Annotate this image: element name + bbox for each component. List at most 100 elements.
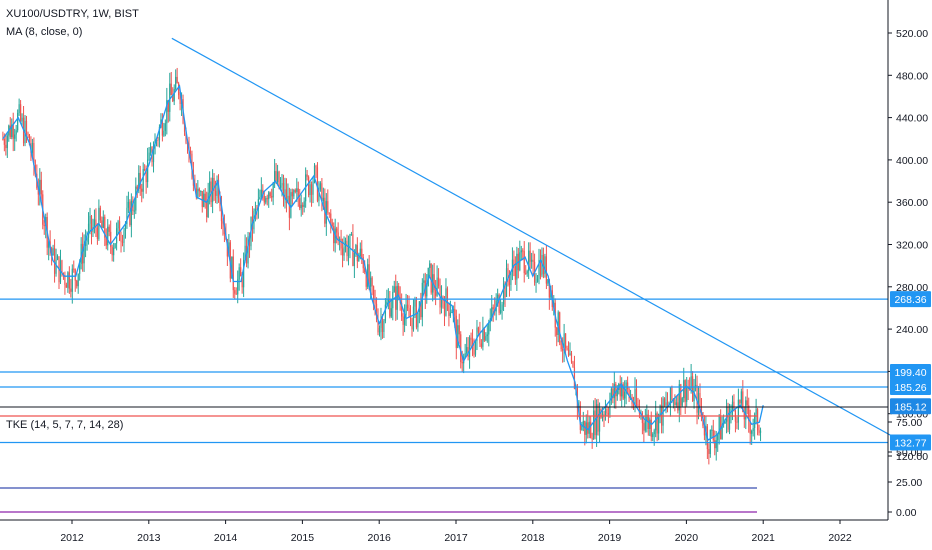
candle-body	[355, 245, 357, 253]
candle-body	[582, 420, 584, 426]
candle-body	[641, 412, 643, 424]
time-tick-label: 2014	[214, 532, 238, 544]
candle-body	[28, 135, 31, 145]
candle-body	[643, 423, 645, 431]
candle-body	[405, 304, 407, 315]
candle-body	[412, 306, 415, 330]
candle-body	[359, 248, 361, 257]
candle-body	[587, 422, 589, 434]
candle-body	[414, 299, 416, 307]
candle-body	[18, 104, 20, 113]
candle-body	[222, 221, 224, 224]
candle-body	[733, 401, 735, 411]
time-tick-label: 2013	[137, 532, 161, 544]
candle-body	[268, 192, 270, 200]
tke-tick-label: 0.00	[896, 507, 917, 519]
candle-body	[102, 216, 104, 228]
candle-body	[178, 83, 180, 96]
candle-body	[742, 391, 744, 412]
candle-body	[711, 429, 713, 431]
candle-body	[402, 316, 404, 325]
candle-body	[20, 104, 22, 122]
candle-body	[328, 212, 330, 214]
time-axis[interactable]: 2012 2013 2014 2015 2016 2017 2018 2019 2020 2021…	[60, 520, 852, 544]
candle-body	[567, 349, 570, 356]
candle-body	[718, 416, 720, 435]
candle-body	[510, 272, 512, 285]
candle-body	[477, 327, 480, 333]
candle-body	[686, 387, 688, 402]
candle-body	[727, 407, 729, 430]
candle-body	[356, 245, 358, 262]
candle-body	[681, 398, 683, 406]
candle-body	[680, 384, 682, 406]
candle-body	[461, 361, 463, 364]
time-tick-label: 2017	[444, 532, 468, 544]
candle-body	[269, 192, 271, 197]
candle-body	[622, 384, 624, 399]
candle-body	[650, 419, 652, 437]
candle-body	[557, 312, 559, 336]
candle-body	[71, 268, 73, 292]
candle-body	[209, 181, 211, 193]
candle-body	[739, 399, 741, 404]
symbol-legend[interactable]: XU100/USDTRY, 1W, BIST	[6, 8, 139, 20]
candle-body	[378, 327, 381, 333]
candle-body	[161, 119, 163, 136]
candle-body	[579, 405, 581, 430]
candle-body	[504, 283, 506, 297]
candle-body	[646, 414, 648, 422]
candle-body	[615, 383, 617, 397]
candle-body	[228, 242, 230, 257]
candle-body	[9, 125, 11, 137]
candle-body	[433, 274, 435, 291]
time-tick-label: 2012	[60, 532, 84, 544]
time-tick-label: 2019	[598, 532, 622, 544]
candle-body	[746, 400, 748, 406]
candle-body	[754, 414, 756, 429]
candle-body	[457, 325, 459, 348]
candle-body	[372, 286, 375, 299]
candle-body	[752, 428, 754, 431]
candle-body	[138, 172, 140, 189]
price-badge-label: 185.12	[894, 401, 926, 413]
candle-body	[659, 405, 661, 415]
price-badge	[890, 398, 931, 415]
candle-body	[176, 76, 178, 84]
candle-body	[80, 243, 82, 265]
candle-body	[556, 327, 558, 336]
candle-body	[90, 215, 93, 233]
candle-body	[135, 186, 137, 211]
candle-body	[538, 259, 540, 279]
candle-body	[204, 193, 206, 202]
candle-body	[644, 421, 646, 431]
price-badge	[890, 364, 931, 381]
candle-body	[492, 307, 494, 310]
candle-body	[5, 144, 7, 149]
candle-body	[262, 189, 264, 196]
candle-body	[265, 198, 267, 203]
candle-body	[655, 413, 657, 431]
ma-legend[interactable]: MA (8, close, 0)	[6, 26, 82, 38]
candle-body	[240, 267, 242, 277]
candle-body	[536, 278, 539, 282]
candle-body	[74, 269, 76, 281]
candle-body	[6, 135, 8, 149]
candle-body	[293, 190, 295, 197]
candle-body	[287, 195, 289, 204]
candle-body	[37, 188, 39, 195]
candle-body	[692, 376, 694, 402]
candle-body	[297, 188, 299, 199]
candle-body	[141, 188, 143, 192]
candle-body	[389, 298, 391, 317]
tke-legend[interactable]: TKE (14, 5, 7, 7, 14, 28)	[6, 419, 123, 431]
candle-body	[111, 246, 113, 256]
candle-body	[627, 382, 629, 390]
time-tick-label: 2016	[368, 532, 392, 544]
candle-body	[480, 343, 483, 347]
trend-line[interactable]	[171, 37, 895, 438]
candle-body	[358, 256, 360, 262]
candle-body	[172, 95, 174, 102]
